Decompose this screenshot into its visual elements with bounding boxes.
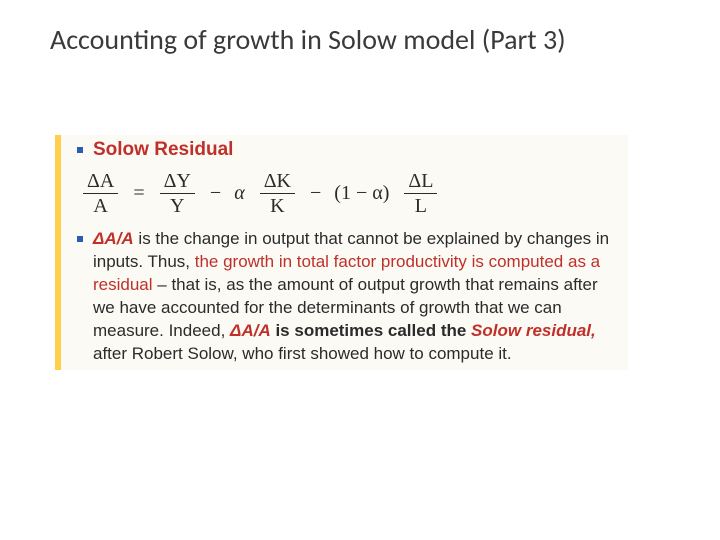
den: K [260,194,295,216]
term-dA-A: ΔA/A [93,229,134,248]
paragraph-row: ΔA/A is the change in output that cannot… [73,224,628,370]
bullet-icon [77,236,83,242]
den: L [404,194,437,216]
den: Y [160,194,195,216]
fraction-dA-A: ΔA A [83,171,118,216]
fraction-dY-Y: ΔY Y [160,171,195,216]
fraction-dL-L: ΔL L [404,171,437,216]
content-box: Solow Residual ΔA A = ΔY Y − α ΔK K − (1… [55,135,628,370]
minus: − [210,182,221,205]
one-minus-alpha: (1 − α) [334,182,389,205]
slide: Accounting of growth in Solow model (Par… [0,0,720,540]
text-bold2: is sometimes called the [271,321,471,340]
num: ΔA [83,171,118,194]
explanation-paragraph: ΔA/A is the change in output that cannot… [93,228,620,366]
slide-title: Accounting of growth in Solow model (Par… [50,22,680,57]
num: ΔK [260,171,295,194]
term-solow-residual: Solow residual, [471,321,596,340]
num: ΔL [404,171,437,194]
den: A [83,194,118,216]
equals: = [133,182,144,205]
section-heading: Solow Residual [93,139,233,161]
num: ΔY [160,171,195,194]
solow-equation: ΔA A = ΔY Y − α ΔK K − (1 − α) ΔL L [73,165,628,224]
term-dA-A-bold: ΔA/A [230,321,271,340]
heading-row: Solow Residual [73,135,628,165]
bullet-icon [77,147,83,153]
minus: − [310,182,321,205]
text-seg3: after Robert Solow, who first showed how… [93,344,512,363]
alpha: α [234,182,245,205]
fraction-dK-K: ΔK K [260,171,295,216]
